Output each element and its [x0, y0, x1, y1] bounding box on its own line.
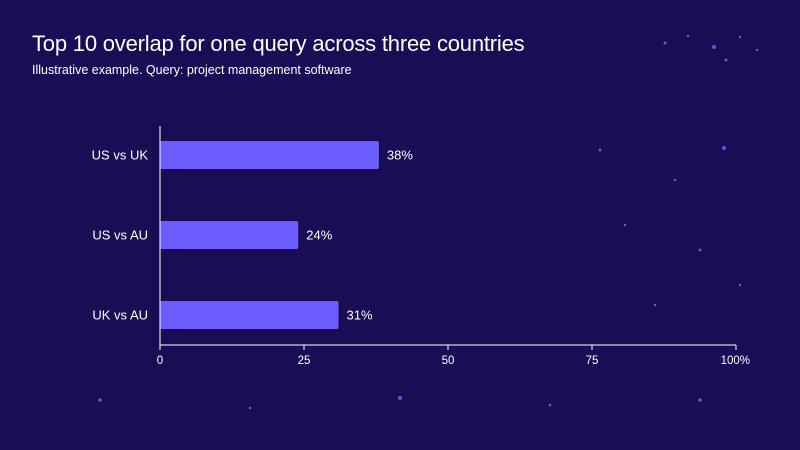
- star-dot: [738, 283, 742, 287]
- star-dot: [98, 398, 102, 402]
- chart-title: Top 10 overlap for one query across thre…: [32, 31, 525, 56]
- star-dot: [673, 178, 677, 182]
- bar: [160, 301, 339, 329]
- bars-group: US vs UK 38% US vs AU 24% UK vs AU 31%: [92, 141, 413, 329]
- star-dot: [653, 303, 657, 307]
- star-dot: [663, 41, 667, 45]
- chart-subtitle: Illustrative example. Query: project man…: [32, 63, 352, 77]
- star-dot: [623, 223, 627, 227]
- star-dot: [738, 35, 742, 39]
- x-tick-label: 100%: [721, 355, 750, 367]
- x-tick-label: 50: [442, 355, 455, 367]
- value-label: 24%: [306, 228, 332, 243]
- star-dot: [698, 248, 702, 252]
- star-dot: [548, 403, 552, 407]
- star-dot: [755, 48, 759, 52]
- star-dot: [248, 406, 252, 410]
- star-dot: [722, 146, 726, 150]
- value-label: 31%: [347, 308, 373, 323]
- category-label: US vs AU: [92, 228, 148, 243]
- star-dot: [698, 398, 702, 402]
- star-dot: [686, 34, 690, 38]
- x-tick-label: 75: [586, 355, 599, 367]
- bar: [160, 221, 299, 249]
- x-tick-label: 0: [157, 355, 163, 367]
- decorative-stars: [98, 34, 759, 410]
- category-label: UK vs AU: [92, 308, 148, 323]
- axes-group: 0 25 50 75 100%: [157, 126, 750, 367]
- star-dot: [398, 396, 402, 400]
- star-dot: [724, 58, 728, 62]
- x-tick-label: 25: [298, 355, 311, 367]
- category-label: US vs UK: [92, 148, 149, 163]
- value-label: 38%: [387, 148, 413, 163]
- star-dot: [598, 148, 602, 152]
- star-dot: [712, 45, 716, 49]
- bar: [160, 141, 379, 169]
